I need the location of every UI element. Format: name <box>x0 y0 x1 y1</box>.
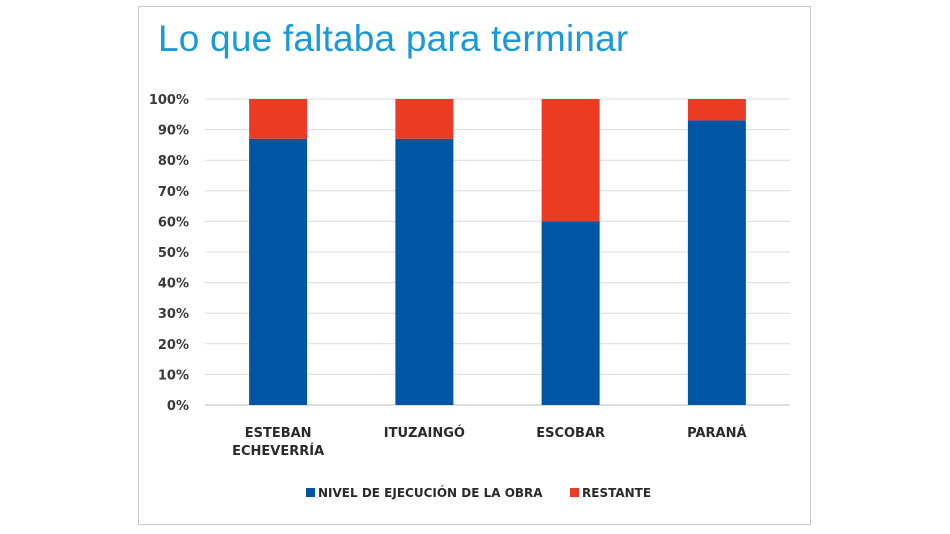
y-tick-label: 50% <box>158 246 189 261</box>
y-tick-label: 0% <box>167 399 189 414</box>
x-category-label: ESTEBAN <box>245 426 312 441</box>
y-tick-label: 20% <box>158 338 189 353</box>
bar-remaining <box>687 99 746 121</box>
x-category-label: ESCOBAR <box>536 426 605 441</box>
chart-title: Lo que faltaba para terminar <box>158 18 629 59</box>
legend-swatch-remaining <box>570 488 579 497</box>
bar-executed <box>541 221 600 405</box>
y-tick-label: 40% <box>158 277 189 292</box>
y-tick-label: 80% <box>158 154 189 169</box>
x-category-label: ITUZAINGÓ <box>384 425 465 441</box>
y-tick-label: 90% <box>158 124 189 139</box>
legend-label-remaining: RESTANTE <box>582 486 651 500</box>
bar-executed <box>395 138 454 405</box>
y-tick-label: 60% <box>158 215 189 230</box>
y-tick-label: 70% <box>158 185 189 200</box>
x-category-label: ECHEVERRÍA <box>232 443 324 459</box>
y-tick-label: 30% <box>158 307 189 322</box>
y-tick-label: 10% <box>158 368 189 383</box>
bar-remaining <box>249 99 308 139</box>
bar-executed <box>687 120 746 406</box>
legend-swatch-executed <box>306 488 315 497</box>
y-tick-label: 100% <box>149 93 189 108</box>
bar-executed <box>249 138 308 405</box>
legend-label-executed: NIVEL DE EJECUCIÓN DE LA OBRA <box>318 485 543 500</box>
bar-remaining <box>541 99 600 222</box>
x-category-label: PARANÁ <box>687 425 746 441</box>
bar-remaining <box>395 99 454 139</box>
